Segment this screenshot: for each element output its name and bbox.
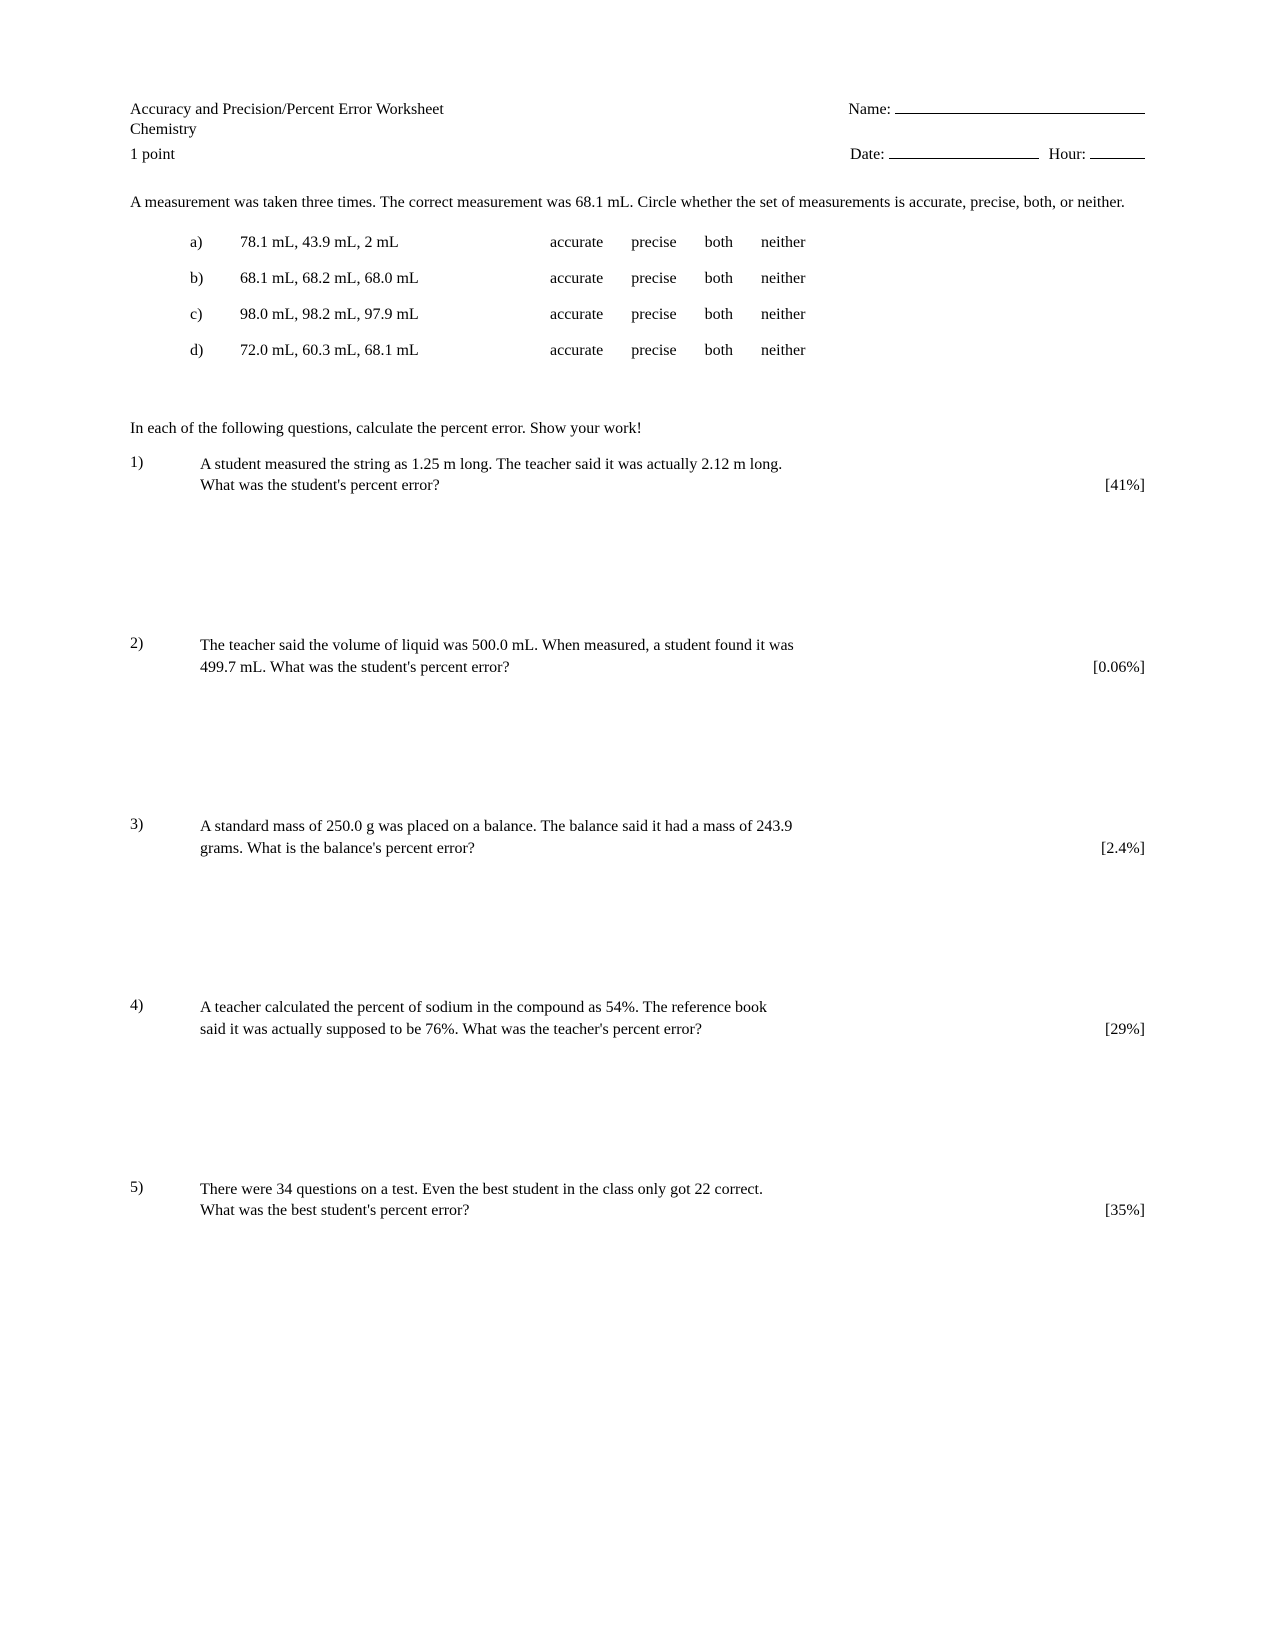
question-body: There were 34 questions on a test. Even … (200, 1179, 1145, 1222)
question-line1: The teacher said the volume of liquid wa… (200, 635, 1145, 657)
header-row-1: Accuracy and Precision/Percent Error Wor… (130, 95, 1145, 119)
measurement-label: c) (190, 306, 240, 324)
option-both[interactable]: both (705, 234, 733, 252)
measurement-values: 72.0 mL, 60.3 mL, 68.1 mL (240, 342, 550, 360)
option-accurate[interactable]: accurate (550, 342, 603, 360)
header-row-3: 1 point Date: Hour: (130, 141, 1145, 165)
question-item: 3) A standard mass of 250.0 g was placed… (130, 816, 1145, 859)
intro-text: A measurement was taken three times. The… (130, 192, 1145, 214)
option-accurate[interactable]: accurate (550, 306, 603, 324)
question-answer: [35%] (1105, 1200, 1145, 1222)
measurement-options: accurate precise both neither (550, 342, 805, 360)
name-label: Name: (848, 101, 891, 119)
measurement-row: a) 78.1 mL, 43.9 mL, 2 mL accurate preci… (190, 234, 1145, 252)
question-answer: [29%] (1105, 1019, 1145, 1041)
question-answer: [2.4%] (1101, 838, 1145, 860)
measurement-row: d) 72.0 mL, 60.3 mL, 68.1 mL accurate pr… (190, 342, 1145, 360)
points-label: 1 point (130, 146, 175, 164)
measurement-row: b) 68.1 mL, 68.2 mL, 68.0 mL accurate pr… (190, 270, 1145, 288)
measurement-values: 78.1 mL, 43.9 mL, 2 mL (240, 234, 550, 252)
measurement-label: b) (190, 270, 240, 288)
question-line2: grams. What is the balance's percent err… (200, 838, 475, 860)
question-line1: A student measured the string as 1.25 m … (200, 454, 1145, 476)
option-neither[interactable]: neither (761, 234, 805, 252)
question-answer: [41%] (1105, 475, 1145, 497)
header-row-2: Chemistry . (130, 121, 1145, 139)
question-body: A student measured the string as 1.25 m … (200, 454, 1145, 497)
option-neither[interactable]: neither (761, 306, 805, 324)
option-accurate[interactable]: accurate (550, 234, 603, 252)
section2-intro: In each of the following questions, calc… (130, 420, 1145, 438)
question-answer: [0.06%] (1093, 657, 1145, 679)
measurement-label: d) (190, 342, 240, 360)
measurement-options: accurate precise both neither (550, 234, 805, 252)
question-body: The teacher said the volume of liquid wa… (200, 635, 1145, 678)
question-line2: said it was actually supposed to be 76%.… (200, 1019, 702, 1041)
date-blank[interactable] (889, 141, 1039, 160)
option-precise[interactable]: precise (631, 342, 676, 360)
question-item: 2) The teacher said the volume of liquid… (130, 635, 1145, 678)
question-item: 1) A student measured the string as 1.25… (130, 454, 1145, 497)
hour-blank[interactable] (1090, 141, 1145, 160)
option-precise[interactable]: precise (631, 306, 676, 324)
name-field-group: Name: (848, 95, 1145, 119)
question-line1: A standard mass of 250.0 g was placed on… (200, 816, 1145, 838)
measurement-values: 98.0 mL, 98.2 mL, 97.9 mL (240, 306, 550, 324)
measurement-values: 68.1 mL, 68.2 mL, 68.0 mL (240, 270, 550, 288)
name-blank[interactable] (895, 95, 1145, 114)
question-item: 5) There were 34 questions on a test. Ev… (130, 1179, 1145, 1222)
question-line1: A teacher calculated the percent of sodi… (200, 997, 1145, 1019)
subject-label: Chemistry (130, 121, 197, 139)
measurement-options: accurate precise both neither (550, 270, 805, 288)
date-hour-group: Date: Hour: (850, 141, 1145, 165)
questions-section: 1) A student measured the string as 1.25… (130, 454, 1145, 1222)
question-line1: There were 34 questions on a test. Even … (200, 1179, 1145, 1201)
option-precise[interactable]: precise (631, 234, 676, 252)
question-number: 1) (130, 454, 200, 472)
question-line2: What was the best student's percent erro… (200, 1200, 469, 1222)
measurements-section: a) 78.1 mL, 43.9 mL, 2 mL accurate preci… (190, 234, 1145, 360)
option-both[interactable]: both (705, 342, 733, 360)
question-number: 4) (130, 997, 200, 1015)
option-both[interactable]: both (705, 306, 733, 324)
question-number: 3) (130, 816, 200, 834)
hour-label: Hour: (1049, 146, 1086, 164)
worksheet-page: Accuracy and Precision/Percent Error Wor… (0, 0, 1275, 1651)
date-label: Date: (850, 146, 885, 164)
question-body: A standard mass of 250.0 g was placed on… (200, 816, 1145, 859)
option-neither[interactable]: neither (761, 270, 805, 288)
option-both[interactable]: both (705, 270, 733, 288)
question-line2: 499.7 mL. What was the student's percent… (200, 657, 510, 679)
worksheet-title: Accuracy and Precision/Percent Error Wor… (130, 101, 444, 119)
question-number: 2) (130, 635, 200, 653)
option-precise[interactable]: precise (631, 270, 676, 288)
question-line2: What was the student's percent error? (200, 475, 440, 497)
question-number: 5) (130, 1179, 200, 1197)
measurement-row: c) 98.0 mL, 98.2 mL, 97.9 mL accurate pr… (190, 306, 1145, 324)
question-item: 4) A teacher calculated the percent of s… (130, 997, 1145, 1040)
option-neither[interactable]: neither (761, 342, 805, 360)
question-body: A teacher calculated the percent of sodi… (200, 997, 1145, 1040)
measurement-label: a) (190, 234, 240, 252)
option-accurate[interactable]: accurate (550, 270, 603, 288)
measurement-options: accurate precise both neither (550, 306, 805, 324)
